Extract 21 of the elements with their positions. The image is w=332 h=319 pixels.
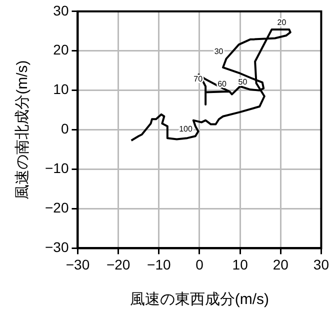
- x-tick-label: 30: [313, 256, 330, 272]
- x-tick-label: 20: [272, 256, 289, 272]
- x-axis-title: 風速の東西成分(m/s): [130, 291, 270, 308]
- y-tick-label: −10: [45, 160, 69, 176]
- annotation: 50: [238, 78, 248, 87]
- y-tick-label: −20: [45, 200, 69, 216]
- y-axis-title: 風速の南北成分(m/s): [14, 60, 32, 200]
- x-tick-label: 10: [232, 256, 248, 272]
- annotation: 30: [214, 46, 224, 56]
- annotation: 20: [277, 18, 287, 27]
- y-tick-label: 0: [60, 120, 69, 137]
- annotation: 60: [218, 80, 228, 89]
- x-tick-label: −10: [147, 256, 171, 272]
- y-tick-label: −30: [45, 239, 69, 256]
- y-tick-label: 30: [53, 2, 69, 18]
- x-tick-label: 0: [196, 256, 204, 272]
- annotation: 100: [179, 124, 193, 134]
- y-tick-label: 20: [53, 42, 69, 58]
- y-tick-label: 10: [53, 81, 69, 98]
- x-tick-label: −30: [66, 256, 90, 272]
- x-tick-label: −20: [106, 256, 130, 272]
